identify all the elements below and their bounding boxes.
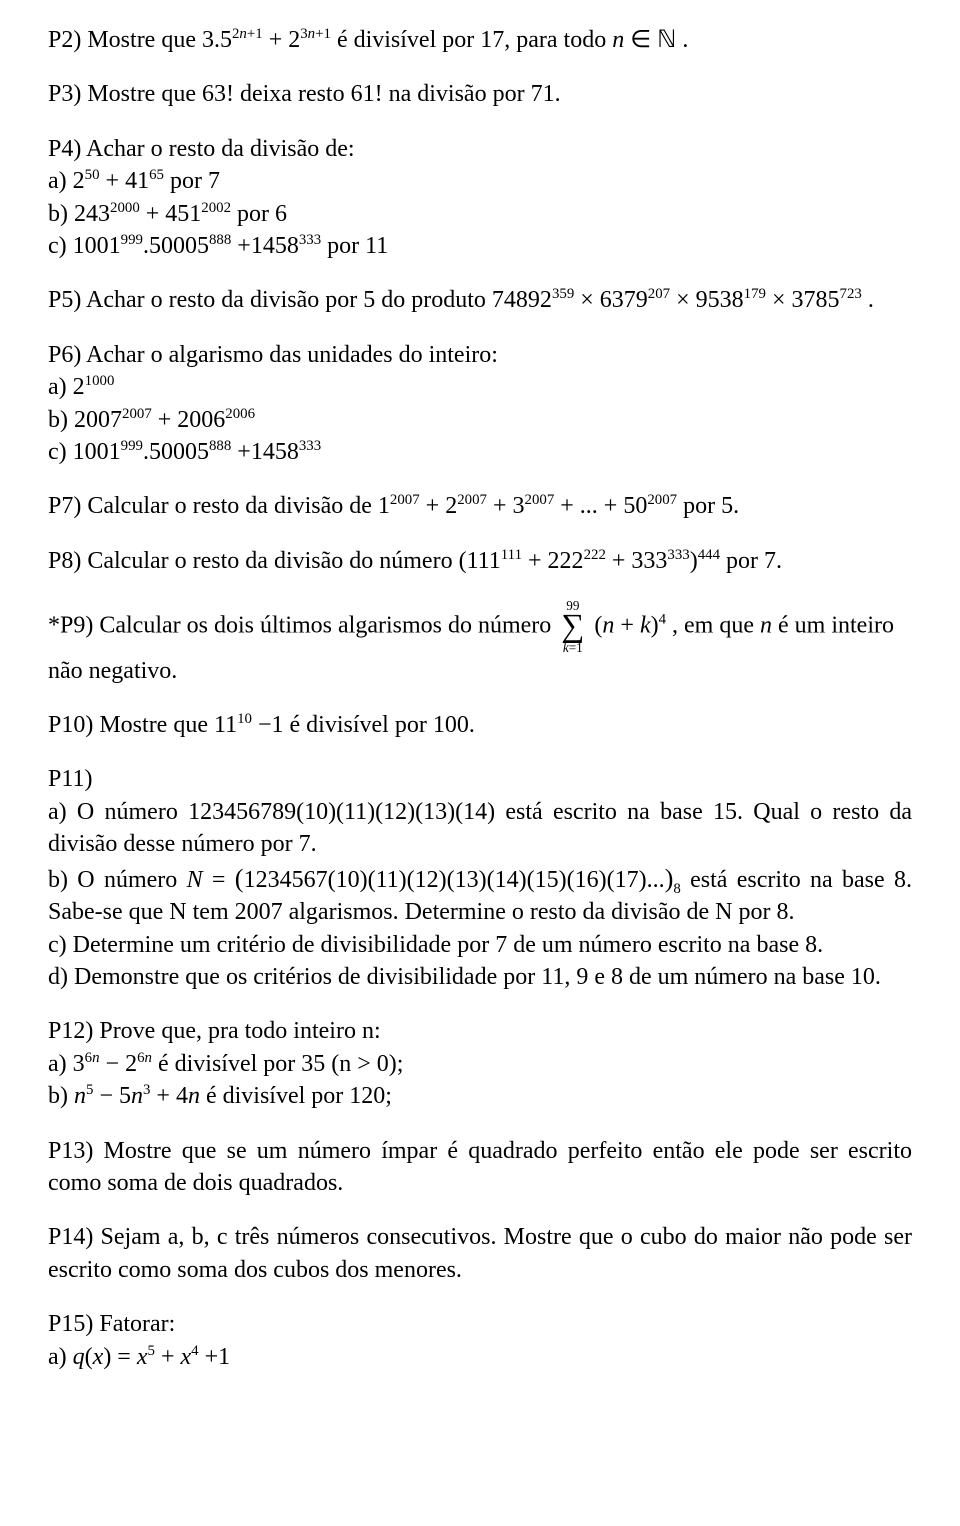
problem-p3: P3) Mostre que 63! deixa resto 61! na di… [48,78,912,110]
p12-a: a) 36n − 26n é divisível por 35 (n > 0); [48,1048,912,1080]
p4-b: b) 2432000 + 4512002 por 6 [48,198,912,230]
problem-p12: P12) Prove que, pra todo inteiro n: a) 3… [48,1015,912,1112]
problem-p5: P5) Achar o resto da divisão por 5 do pr… [48,284,912,316]
p12-b: b) n5 − 5n3 + 4n é divisível por 120; [48,1080,912,1112]
p11-b: b) O número N = (1234567(10)(11)(12)(13)… [48,861,912,929]
p11-a: a) O número 123456789(10)(11)(12)(13)(14… [48,796,912,861]
sigma-icon: ∑ [561,612,584,641]
problem-p7: P7) Calcular o resto da divisão de 12007… [48,490,912,522]
problem-p11: P11) a) O número 123456789(10)(11)(12)(1… [48,763,912,993]
p4-head: P4) Achar o resto da divisão de: [48,133,912,165]
p11-d: d) Demonstre que os critérios de divisib… [48,961,912,993]
p12-head: P12) Prove que, pra todo inteiro n: [48,1015,912,1047]
problem-p14: P14) Sejam a, b, c três números consecut… [48,1221,912,1286]
problem-p6: P6) Achar o algarismo das unidades do in… [48,339,912,469]
p6-c: c) 1001999.50005888 +1458333 [48,436,912,468]
p6-a: a) 21000 [48,371,912,403]
problem-p4: P4) Achar o resto da divisão de: a) 250 … [48,133,912,263]
problem-p8: P8) Calcular o resto da divisão do númer… [48,545,912,577]
p6-head: P6) Achar o algarismo das unidades do in… [48,339,912,371]
p15-a: a) q(x) = x5 + x4 +1 [48,1341,912,1373]
sum-symbol: 99 ∑ k=1 [561,599,584,655]
p9-pre: *P9) Calcular os dois últimos algarismos… [48,612,557,638]
p4-c: c) 1001999.50005888 +1458333 por 11 [48,230,912,262]
sum-lower: k=1 [561,641,584,654]
p6-b: b) 20072007 + 20062006 [48,404,912,436]
p4-a: a) 250 + 4165 por 7 [48,165,912,197]
p11-head: P11) [48,763,912,795]
problem-p10: P10) Mostre que 1110 −1 é divisível por … [48,709,912,741]
problem-p9: *P9) Calcular os dois últimos algarismos… [48,599,912,687]
p9-post1: , em que n é um inteiro [672,612,894,638]
problem-p13: P13) Mostre que se um número ímpar é qua… [48,1135,912,1200]
p15-head: P15) Fatorar: [48,1308,912,1340]
p11-c: c) Determine um critério de divisibilida… [48,929,912,961]
p9-post2: não negativo. [48,658,177,684]
problem-p15: P15) Fatorar: a) q(x) = x5 + x4 +1 [48,1308,912,1373]
problem-p2: P2) Mostre que 3.52n+1 + 23n+1 é divisív… [48,24,912,56]
